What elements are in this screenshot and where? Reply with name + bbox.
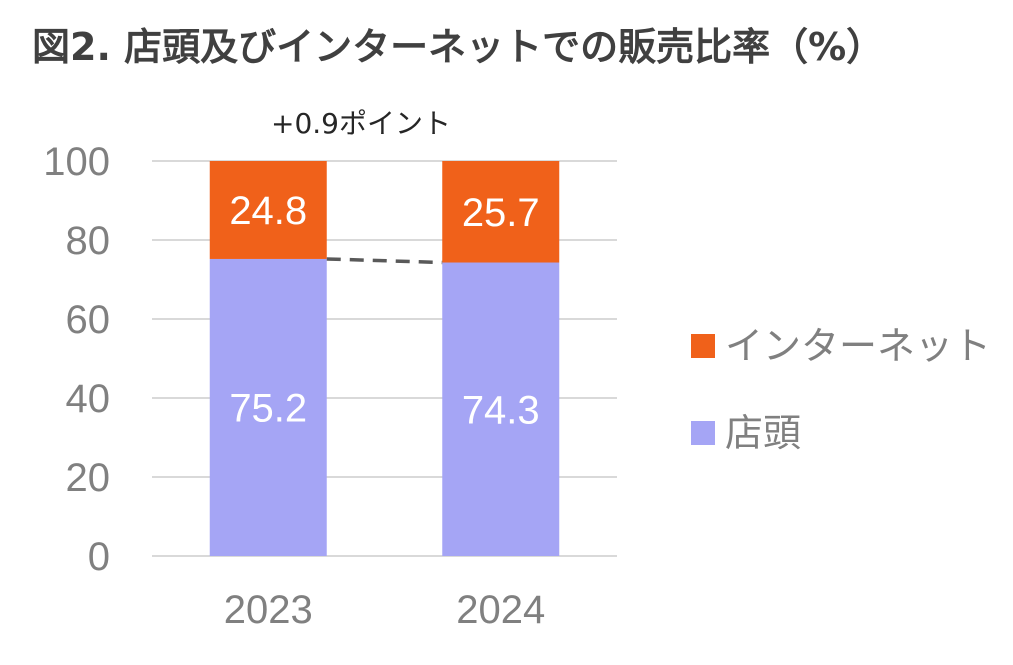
bar-segment-2023-1	[209, 161, 327, 259]
annotation-label: +0.9ポイント	[271, 107, 451, 140]
bar-segment-2024-1	[442, 161, 560, 263]
data-label: 25.7	[462, 191, 540, 235]
bar-segment-2023-0	[209, 258, 327, 556]
connector	[326, 257, 443, 265]
chart-title: 図2. 店頭及びインターネットでの販売比率（%）	[32, 25, 884, 69]
data-label: 24.8	[229, 189, 307, 233]
connector-line	[326, 257, 443, 265]
legend-swatch	[691, 421, 715, 445]
y-tick-label: 40	[66, 377, 111, 421]
data-label: 75.2	[229, 386, 307, 430]
y-tick-label: 20	[66, 456, 111, 500]
y-tick-label: 80	[66, 219, 111, 263]
legend-label: インターネット	[725, 324, 991, 368]
x-tick-label: 2023	[224, 588, 313, 632]
y-tick-label: 0	[88, 535, 110, 579]
legend-label: 店頭	[725, 411, 801, 455]
data-label: 74.3	[462, 388, 540, 432]
bar-segment-2024-0	[442, 262, 560, 556]
bars: 75.2 24.8 74.3 25.7	[209, 161, 560, 556]
y-tick-label: 60	[66, 298, 111, 342]
y-tick-label: 100	[43, 140, 110, 184]
x-tick-label: 2024	[456, 588, 545, 632]
axis-ticks: 0 20 40 60 80 100 2023 2024	[43, 140, 545, 632]
legend-swatch	[691, 334, 715, 358]
